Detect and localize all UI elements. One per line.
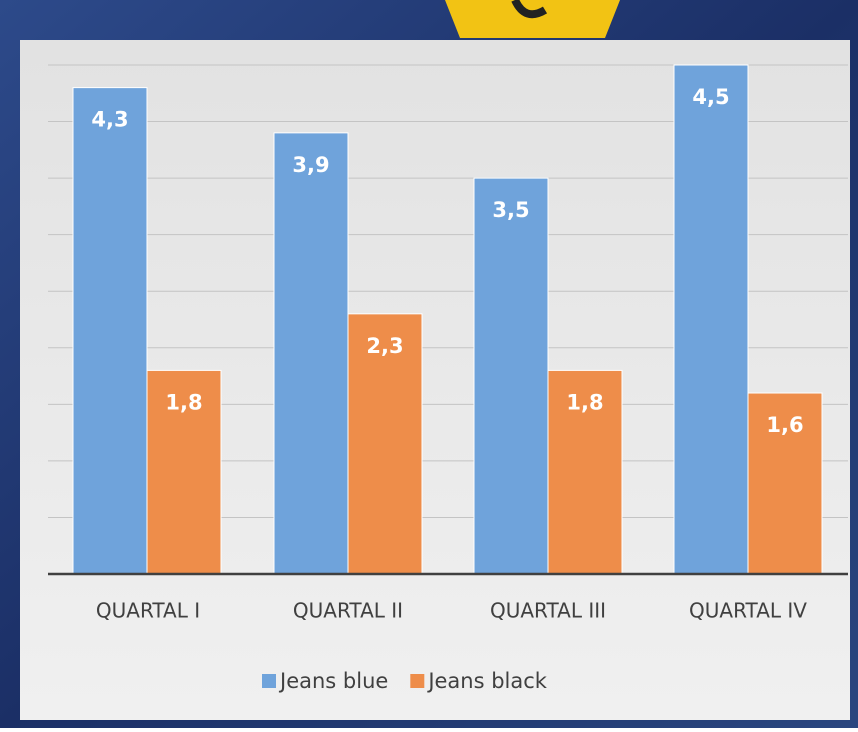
logo-badge — [445, 0, 620, 38]
bar — [674, 65, 748, 574]
x-tick-label: QUARTAL I — [96, 599, 200, 623]
data-label: 2,3 — [366, 334, 403, 358]
chart: QUARTAL I 4,3 1,8 QUARTAL II 3,9 2,3 QUARTAL I… — [0, 0, 858, 728]
legend-swatch — [262, 674, 276, 688]
data-label: 1,6 — [766, 413, 803, 437]
data-label: 3,9 — [292, 153, 329, 177]
legend-swatch — [410, 674, 424, 688]
data-label: 3,5 — [492, 198, 529, 222]
data-label: 4,5 — [692, 85, 729, 109]
x-tick-label: QUARTAL III — [490, 599, 606, 623]
page: QUARTAL I 4,3 1,8 QUARTAL II 3,9 2,3 QUARTAL I… — [0, 0, 858, 728]
x-tick-label: QUARTAL II — [293, 599, 403, 623]
data-label: 1,8 — [165, 390, 202, 414]
bar — [73, 88, 147, 574]
legend-label: Jeans blue — [278, 669, 388, 693]
data-label: 1,8 — [566, 390, 603, 414]
data-label: 4,3 — [91, 108, 128, 132]
bar — [274, 133, 348, 574]
bar — [474, 178, 548, 574]
legend-label: Jeans black — [426, 669, 547, 693]
x-tick-label: QUARTAL IV — [689, 599, 807, 623]
